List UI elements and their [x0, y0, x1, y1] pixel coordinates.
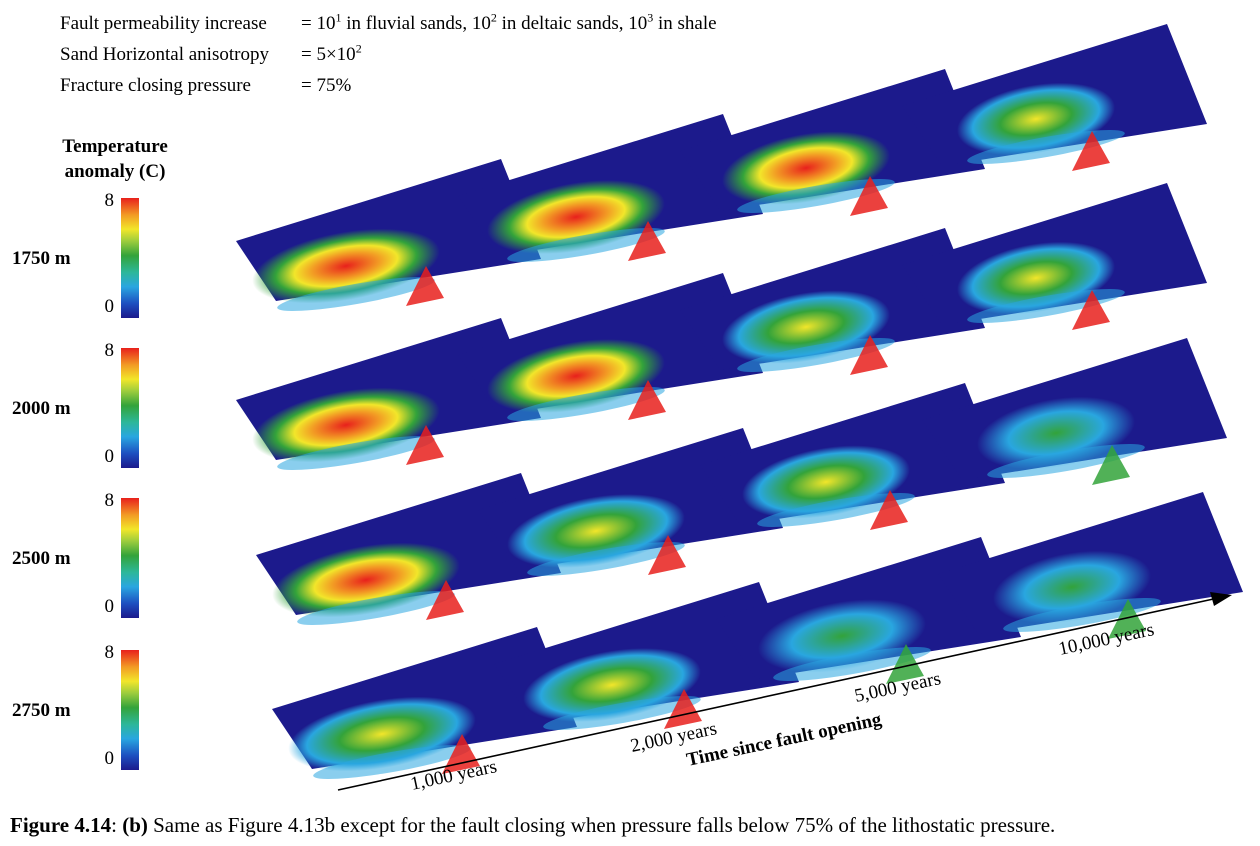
fault-peak: [1072, 290, 1110, 330]
axis-title: Time since fault opening: [685, 709, 884, 771]
colorbar: [121, 348, 139, 468]
time-axis-arrowhead: [1210, 592, 1232, 606]
depth-label: 2500 m: [12, 548, 71, 569]
cool-band: [967, 129, 1125, 165]
param-label: Fracture closing pressure: [60, 75, 251, 96]
depth-row: 8 0 2000 m: [0, 340, 200, 476]
legend-title-line: Temperature: [62, 136, 168, 157]
legend-title-line: anomaly (C): [64, 161, 166, 182]
colorbar-max-tick: 8: [104, 340, 115, 361]
fault-peak: [886, 644, 924, 684]
cool-band: [1003, 597, 1161, 633]
cool-band: [277, 276, 435, 312]
cool-band: [757, 492, 915, 528]
param-label: Sand Horizontal anisotropy: [60, 44, 269, 65]
cool-band: [297, 590, 455, 626]
cool-band: [507, 386, 665, 422]
param-label: Fault permeability increase: [60, 13, 267, 34]
fault-peak: [406, 425, 444, 465]
caption-text: Same as Figure 4.13b except for the faul…: [147, 813, 1056, 837]
colorbar: [121, 498, 139, 618]
param-row: Sand Horizontal anisotropy = 5×102: [60, 39, 717, 70]
param-value: = 101 in fluvial sands, 102 in deltaic s…: [301, 10, 717, 34]
surface-panel-grid: [236, 24, 1243, 780]
fault-peak: [850, 176, 888, 216]
fault-peak: [1092, 445, 1130, 485]
fault-peak: [850, 335, 888, 375]
depth-label: 2000 m: [12, 398, 71, 419]
colorbar-max-tick: 8: [104, 490, 115, 511]
fault-peak: [406, 266, 444, 306]
fault-peak: [870, 490, 908, 530]
fault-peak: [426, 580, 464, 620]
fault-peak: [1108, 599, 1146, 639]
fault-peak: [628, 380, 666, 420]
cool-band: [737, 337, 895, 373]
surface-panel: [902, 24, 1207, 171]
fault-peak: [1072, 131, 1110, 171]
parameter-list: Fault permeability increase = 101 in flu…: [60, 8, 717, 101]
cool-band: [773, 646, 931, 682]
depth-row: 8 0 2750 m: [0, 642, 200, 778]
surface-panel: [938, 492, 1243, 639]
depth-row: 8 0 1750 m: [0, 190, 200, 326]
colorbar-max-tick: 8: [104, 642, 115, 663]
cool-band: [277, 435, 435, 471]
cool-band: [967, 288, 1125, 324]
time-axis-line: [337, 597, 1219, 791]
panel-label: (b): [122, 813, 148, 837]
colorbar: [121, 650, 139, 770]
param-value: = 75%: [301, 75, 352, 96]
colorbar: [121, 198, 139, 318]
depth-label: 1750 m: [12, 248, 71, 269]
cool-band: [313, 744, 471, 780]
colorbar-min-tick: 0: [104, 748, 115, 769]
surface-panel: [922, 338, 1227, 485]
fault-peak: [648, 535, 686, 575]
cool-band: [987, 443, 1145, 479]
colorbar-max-tick: 8: [104, 190, 115, 211]
fault-peak: [442, 734, 480, 774]
cool-band: [527, 541, 685, 577]
param-row: Fault permeability increase = 101 in flu…: [60, 8, 717, 39]
figure-number: Figure 4.14: [10, 813, 112, 837]
depth-row: 8 0 2500 m: [0, 490, 200, 626]
colorbar-min-tick: 0: [104, 596, 115, 617]
cool-band: [507, 227, 665, 263]
cool-band: [737, 178, 895, 214]
surface-panel: [902, 183, 1207, 330]
colorbar-min-tick: 0: [104, 446, 115, 467]
colorbar-min-tick: 0: [104, 296, 115, 317]
cool-band: [543, 695, 701, 731]
figure-caption: Figure 4.14: (b) Same as Figure 4.13b ex…: [10, 813, 1056, 837]
legend-title: Temperature anomaly (C): [36, 134, 194, 184]
fault-peak: [664, 689, 702, 729]
depth-label: 2750 m: [12, 700, 71, 721]
fault-peak: [628, 221, 666, 261]
param-value: = 5×102: [301, 41, 362, 65]
param-row: Fracture closing pressure = 75%: [60, 70, 717, 101]
